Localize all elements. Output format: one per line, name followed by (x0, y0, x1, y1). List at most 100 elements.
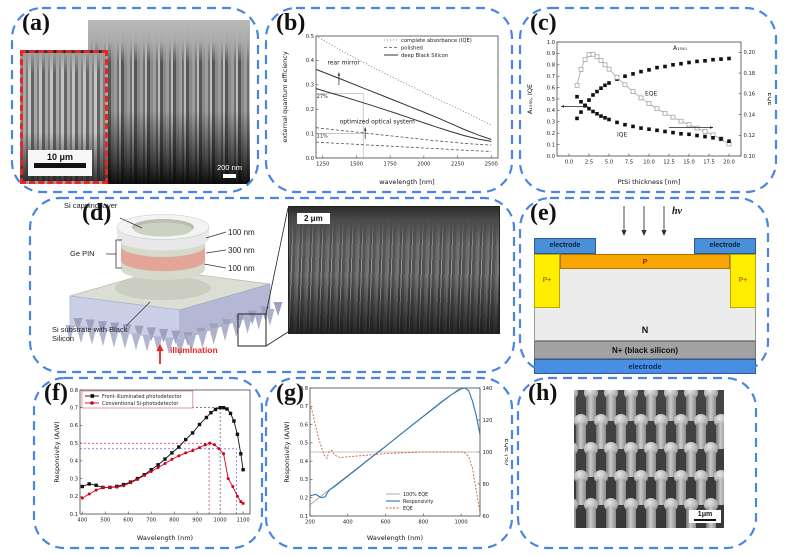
svg-text:0.1: 0.1 (306, 131, 314, 137)
svg-text:0.5: 0.5 (547, 97, 555, 103)
svg-text:400: 400 (343, 520, 353, 526)
si-substrate-label: Si substrate with Black Silicon (52, 325, 128, 343)
svg-text:0.2: 0.2 (300, 496, 308, 502)
p-layer: P (560, 254, 730, 269)
svg-text:0.4: 0.4 (300, 459, 309, 465)
electrode-top-right: electrode (694, 238, 756, 254)
sem-inset-red-box: 10 μm (20, 50, 108, 184)
pillar (584, 498, 598, 528)
pillar (624, 498, 638, 528)
thickness-100nm-top-label: 100 nm (228, 228, 255, 237)
svg-text:Wavelength (nm): Wavelength (nm) (137, 534, 193, 542)
svg-text:5.0: 5.0 (605, 160, 613, 166)
svg-text:0.3: 0.3 (306, 83, 314, 89)
svg-text:100% EQE: 100% EQE (403, 492, 428, 498)
svg-text:PtSi thickness [nm]: PtSi thickness [nm] (618, 178, 681, 186)
svg-text:0.9: 0.9 (547, 51, 555, 57)
scale-bar-10um-label: 10 μm (46, 152, 74, 162)
svg-text:0.10: 0.10 (744, 154, 756, 160)
chart-responsivity-comparison: 400 500 600 700 800 900 1000 1100 0.1 0.2 0.3 0.4 0.… (52, 384, 256, 542)
svg-text:EQE: EQE (403, 506, 413, 512)
svg-text:0.5: 0.5 (70, 441, 78, 447)
svg-text:EQE (%): EQE (%) (503, 439, 508, 466)
svg-text:2000: 2000 (417, 162, 430, 168)
svg-text:0.4: 0.4 (70, 459, 79, 465)
svg-text:0.7: 0.7 (547, 74, 555, 80)
panel-d-label: (d) (82, 200, 112, 226)
svg-text:optimized optical system: optimized optical system (340, 118, 415, 125)
svg-text:1000: 1000 (214, 518, 227, 524)
panel-h: (h) 1μm (518, 378, 756, 548)
svg-text:Conventional Si-photodetector: Conventional Si-photodetector (102, 401, 179, 407)
scale-bar-200nm-label: 200 nm (216, 163, 242, 172)
svg-text:IQE: IQE (617, 132, 627, 139)
svg-text:Responsivity (A/W): Responsivity (A/W) (283, 421, 291, 482)
svg-text:500: 500 (100, 518, 110, 524)
pillar (644, 498, 658, 528)
svg-text:Front-illuminated photodetecto: Front-illuminated photodetector (102, 394, 183, 400)
ge-pin-label: Ge PIN (70, 249, 95, 258)
svg-text:0.5: 0.5 (306, 34, 314, 40)
svg-text:1100: 1100 (237, 518, 250, 524)
svg-text:0.5: 0.5 (300, 441, 308, 447)
svg-text:0.2: 0.2 (547, 131, 555, 137)
svg-text:10.0: 10.0 (643, 160, 655, 166)
svg-text:0.4: 0.4 (306, 58, 315, 64)
svg-text:polished: polished (401, 45, 423, 51)
svg-text:0.0: 0.0 (565, 160, 573, 166)
electrode-top-left: electrode (534, 238, 596, 254)
n-plus-black-silicon-layer: N+ (black silicon) (534, 341, 756, 359)
svg-text:600: 600 (123, 518, 133, 524)
svg-text:0.1: 0.1 (300, 514, 308, 520)
svg-text:0.6: 0.6 (70, 423, 78, 429)
panel-h-label: (h) (528, 380, 558, 406)
svg-text:800: 800 (418, 520, 428, 526)
thickness-300nm-label: 300 nm (228, 246, 255, 255)
svg-text:27%: 27% (317, 94, 328, 100)
panel-f-label: (f) (44, 380, 68, 406)
svg-text:1.0: 1.0 (547, 40, 555, 46)
svg-text:20.0: 20.0 (723, 160, 735, 166)
device-cross-section: N P P+ P+ electrode electrode N+ (black … (534, 238, 756, 374)
svg-text:Wavelength (nm): Wavelength (nm) (367, 534, 423, 542)
svg-text:60: 60 (483, 514, 490, 520)
svg-text:1000: 1000 (455, 520, 468, 526)
panel-f: (f) 400 500 600 700 800 900 1000 1100 0.1 0.2 0.3 0… (34, 378, 262, 548)
svg-text:200: 200 (305, 520, 315, 526)
svg-text:1500: 1500 (350, 162, 363, 168)
panel-e: (e) hν N P P+ P+ electrode electrode N+ … (520, 198, 768, 374)
panel-c-label: (c) (530, 10, 557, 36)
svg-text:0.14: 0.14 (744, 112, 756, 118)
svg-text:120: 120 (483, 418, 493, 424)
svg-text:EQE: EQE (645, 91, 658, 98)
svg-text:2500: 2500 (485, 162, 498, 168)
svg-text:0.6: 0.6 (547, 85, 555, 91)
svg-text:A₁₅₅₀: A₁₅₅₀ (673, 45, 687, 52)
svg-text:900: 900 (192, 518, 202, 524)
svg-text:0.0: 0.0 (306, 156, 314, 162)
svg-text:Responsivity (A/W): Responsivity (A/W) (53, 421, 61, 482)
chart-ptsi-thickness: 0.0 2.5 5.0 7.5 10.0 12.5 15.0 17.5 20.0 0.0 0.1 0.… (525, 34, 771, 186)
svg-text:rear mirror: rear mirror (327, 60, 360, 67)
scale-bar-1um: 1μm (689, 510, 721, 523)
hv-photon-label: hν (672, 206, 682, 217)
scale-bar-200nm-bar (222, 174, 236, 178)
svg-text:deep Black Silicon: deep Black Silicon (401, 53, 448, 59)
panel-a-label: (a) (22, 10, 50, 36)
svg-text:800: 800 (169, 518, 179, 524)
svg-text:80: 80 (483, 482, 490, 488)
svg-text:2250: 2250 (451, 162, 464, 168)
svg-text:11%: 11% (317, 133, 328, 139)
electrode-bottom: electrode (534, 359, 756, 374)
panel-b-label: (b) (276, 10, 306, 36)
svg-text:0.18: 0.18 (744, 71, 756, 77)
panel-b: (b) 1250 1500 1750 2000 2250 2500 0.0 0.1 0.2 0.3… (266, 8, 512, 192)
svg-text:0.3: 0.3 (70, 476, 78, 482)
svg-text:400: 400 (77, 518, 87, 524)
svg-text:0.6: 0.6 (300, 422, 308, 428)
chart-eqe-vs-wavelength: 1250 1500 1750 2000 2250 2500 0.0 0.1 0.2 0.3 0.4 0… (280, 30, 504, 186)
svg-text:0.3: 0.3 (300, 477, 308, 483)
svg-text:0.0: 0.0 (547, 154, 555, 160)
sem-image-nanowires: 200 nm (88, 20, 250, 184)
